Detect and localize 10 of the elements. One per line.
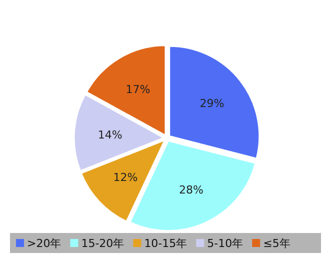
data-label: 17% [126, 82, 150, 96]
legend-label: ≤5年 [263, 237, 290, 250]
legend-label: 15-20年 [81, 237, 124, 250]
legend-label: 10-15年 [144, 237, 188, 250]
legend-label: >20年 [27, 237, 62, 250]
data-label: 28% [179, 184, 204, 197]
data-label: 29% [200, 97, 224, 110]
data-label: 14% [98, 128, 122, 142]
data-label: 12% [113, 171, 138, 184]
legend-label: 5-10年 [207, 237, 244, 250]
